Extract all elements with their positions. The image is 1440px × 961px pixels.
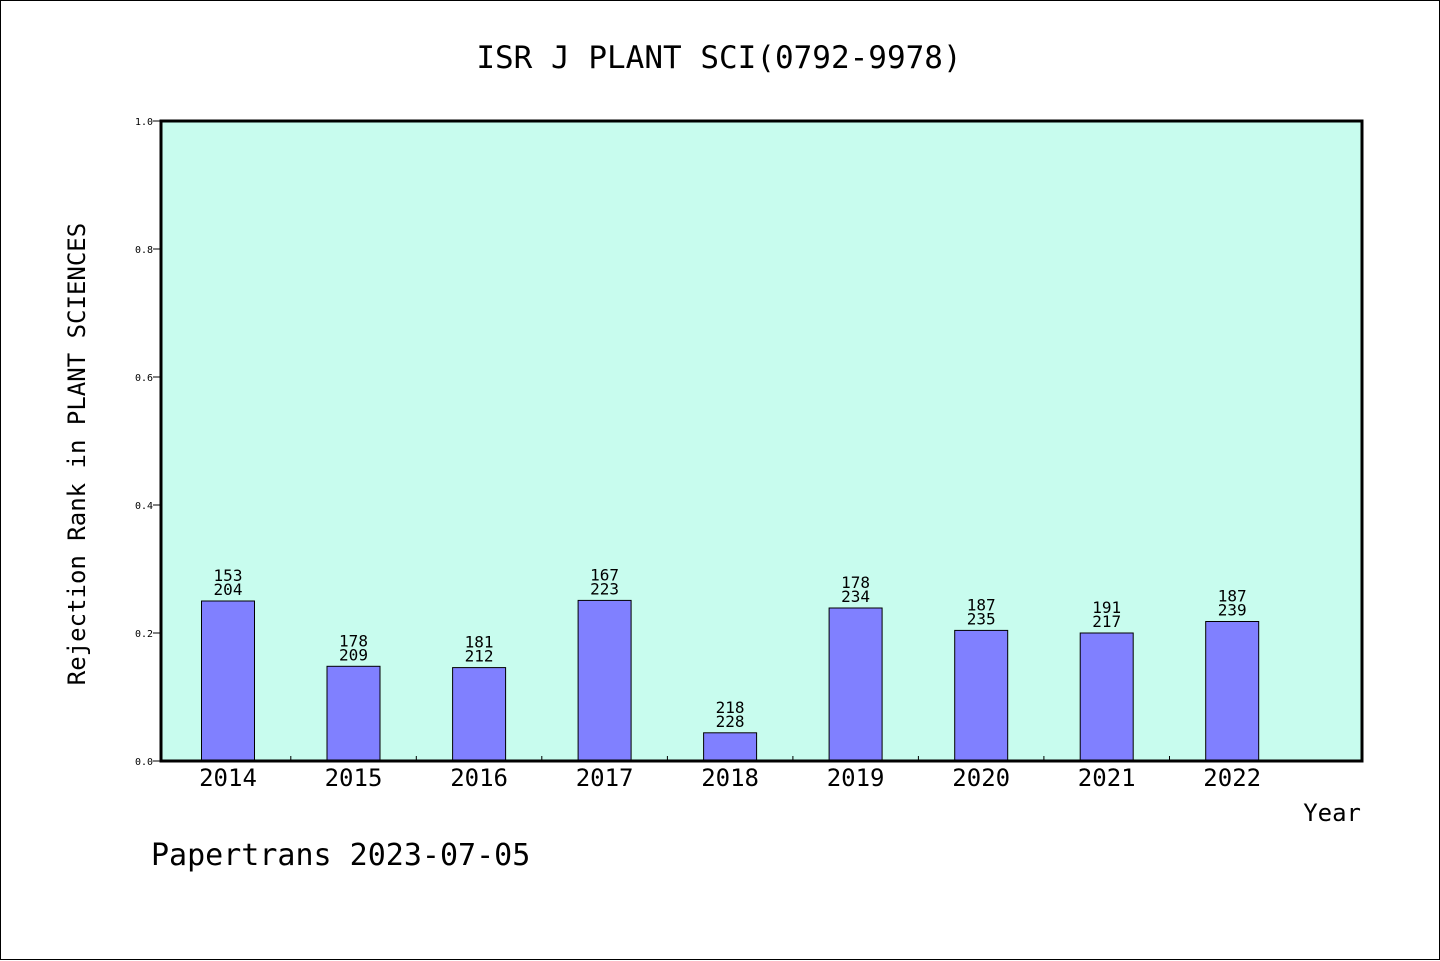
chart-title: ISR J PLANT SCI(0792-9978)	[476, 40, 961, 76]
y-tick-label-0.4: 0.4	[135, 501, 153, 512]
data-label-top-2022: 187	[1218, 587, 1247, 606]
data-label-bottom-2017: 223	[590, 579, 619, 598]
bar-2014	[201, 600, 255, 762]
bar-2015	[326, 665, 381, 762]
bar-2019	[828, 607, 883, 762]
x-tick-label-2019: 2019	[827, 764, 885, 792]
bar-2017	[577, 599, 632, 762]
data-label-bottom-2018: 228	[716, 712, 745, 731]
data-label-bottom-2019: 234	[841, 587, 870, 606]
plot-area	[161, 121, 1362, 761]
data-label-bottom-2015: 209	[339, 645, 368, 664]
bar-2016	[452, 667, 507, 762]
data-label-bottom-2022: 239	[1218, 601, 1247, 620]
plot-border	[159, 119, 1364, 763]
x-tick-label-2016: 2016	[450, 764, 508, 792]
x-tick-label-2020: 2020	[952, 764, 1010, 792]
data-label-top-2020: 187	[967, 595, 996, 614]
y-tick-label-1.0: 1.0	[135, 117, 153, 128]
y-tick-label-0.6: 0.6	[135, 373, 153, 384]
data-label-top-2014: 153	[214, 566, 243, 585]
data-label-top-2018: 218	[716, 698, 745, 717]
bar-2020	[954, 629, 1009, 762]
data-label-bottom-2020: 235	[967, 609, 996, 628]
y-axis-ticks: 0.0 0.2 0.4 0.6 0.8 1.0	[135, 117, 161, 768]
x-axis-label: Year	[1303, 799, 1361, 827]
x-tick-label-2021: 2021	[1078, 764, 1136, 792]
y-tick-label-0.0: 0.0	[135, 757, 153, 768]
data-label-top-2017: 167	[590, 565, 619, 584]
y-tick-label-0.2: 0.2	[135, 629, 153, 640]
bar-2022	[1205, 621, 1260, 762]
data-label-top-2019: 178	[841, 573, 870, 592]
x-tick-label-2014: 2014	[199, 764, 257, 792]
data-label-bottom-2021: 217	[1092, 612, 1121, 631]
bar-2021	[1079, 632, 1134, 762]
data-label-top-2016: 181	[465, 633, 494, 652]
y-axis-label: Rejection Rank in PLANT SCIENCES	[63, 223, 91, 685]
x-tick-label-2015: 2015	[325, 764, 383, 792]
y-tick-label-0.8: 0.8	[135, 245, 153, 256]
data-label-bottom-2016: 212	[465, 647, 494, 666]
x-tick-label-2022: 2022	[1203, 764, 1261, 792]
x-tick-label-2017: 2017	[576, 764, 634, 792]
x-tick-label-2018: 2018	[701, 764, 759, 792]
data-label-bottom-2014: 204	[214, 580, 243, 599]
data-label-top-2015: 178	[339, 631, 368, 650]
data-label-top-2021: 191	[1092, 598, 1121, 617]
bar-2018	[703, 732, 758, 762]
x-axis-ticks: 2014 2015 2016 2017 2018 2019 2020 2021 2022	[199, 756, 1261, 792]
footer-credit: Papertrans 2023-07-05	[151, 838, 530, 873]
